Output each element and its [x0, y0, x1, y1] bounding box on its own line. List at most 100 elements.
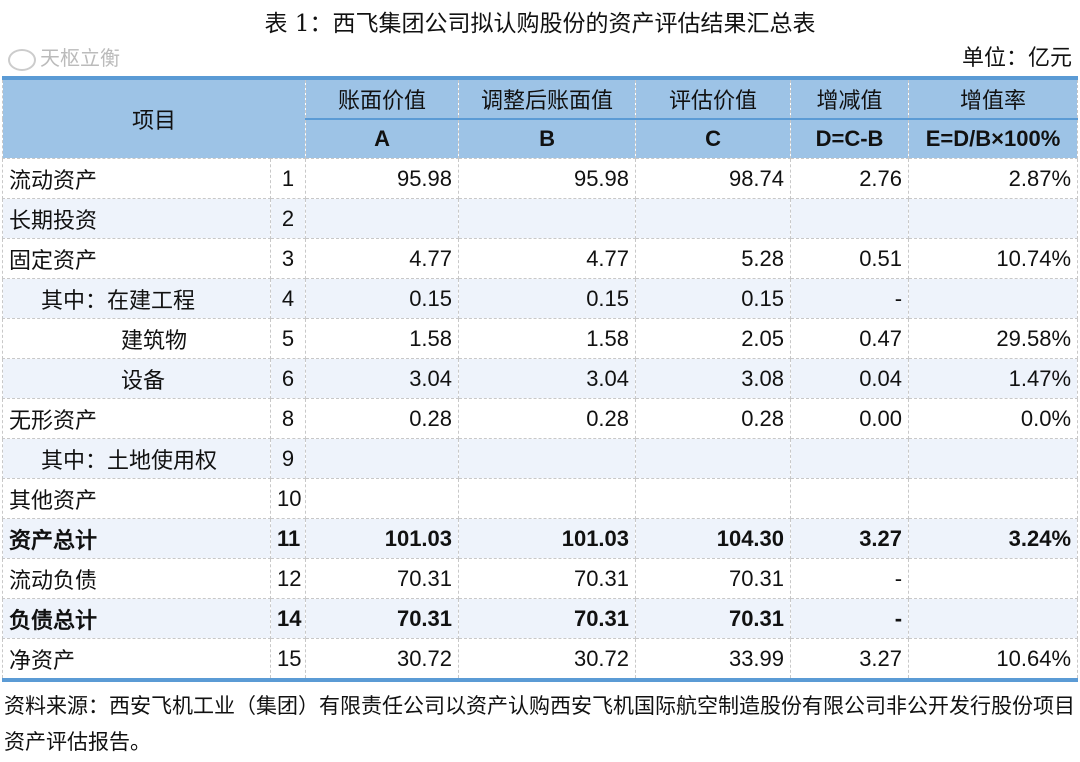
wechat-icon [8, 48, 36, 71]
row-number: 9 [269, 438, 307, 479]
row-number: 8 [269, 398, 307, 439]
change-value [790, 478, 910, 519]
adjusted-book-value [458, 438, 637, 479]
source-note: 资料来源：西安飞机工业（集团）有限责任公司以资产认购西安飞机国际航空制造股份有限… [4, 694, 1075, 754]
header-change: 增减值 [790, 77, 910, 120]
change-rate [908, 438, 1079, 479]
row-name: 设备 [2, 358, 271, 399]
adjusted-book-value: 1.58 [458, 318, 637, 359]
appraised-value: 98.74 [635, 158, 792, 199]
adjusted-book-value: 3.04 [458, 358, 637, 399]
change-rate [908, 278, 1079, 319]
adjusted-book-value: 70.31 [458, 558, 637, 599]
appraised-value: 0.15 [635, 278, 792, 319]
change-rate: 10.64% [908, 638, 1079, 681]
book-value: 95.98 [305, 158, 460, 199]
row-number: 11 [269, 518, 307, 559]
book-value: 1.58 [305, 318, 460, 359]
header-item: 项目 [1, 77, 307, 159]
table-row: 建筑物 5 1.58 1.58 2.05 0.47 29.58% [2, 318, 1079, 359]
row-name: 无形资产 [2, 398, 271, 439]
row-number: 2 [269, 198, 307, 239]
header-code-b: B [458, 118, 637, 159]
row-number: 10 [269, 478, 307, 519]
adjusted-book-value: 95.98 [458, 158, 637, 199]
unit-label: 单位：亿元 [961, 46, 1072, 71]
change-value: 2.76 [790, 158, 910, 199]
appraised-value: 70.31 [635, 558, 792, 599]
change-rate [908, 478, 1079, 519]
change-rate: 10.74% [908, 238, 1079, 279]
table-row: 流动负债 12 70.31 70.31 70.31- [2, 558, 1079, 599]
row-number: 1 [269, 158, 307, 199]
appraised-value: 5.28 [635, 238, 792, 279]
row-name: 其他资产 [2, 478, 271, 519]
row-name: 其中：土地使用权 [2, 438, 271, 479]
change-value: 0.00 [790, 398, 910, 439]
book-value: 0.15 [305, 278, 460, 319]
appraised-value [635, 478, 792, 519]
row-name: 其中：在建工程 [2, 278, 271, 319]
row-number: 5 [269, 318, 307, 359]
row-number: 15 [269, 638, 307, 681]
header-appraised-value: 评估价值 [635, 77, 792, 120]
header-change-rate: 增值率 [908, 77, 1079, 120]
header-code-a: A [305, 118, 460, 159]
change-rate: 3.24% [908, 518, 1079, 559]
adjusted-book-value: 4.77 [458, 238, 637, 279]
header-adjusted-book-value: 调整后账面值 [458, 77, 637, 120]
adjusted-book-value: 70.31 [458, 598, 637, 639]
table-row: 其他资产 10 [2, 478, 1079, 519]
table-row: 其中：土地使用权 9 [2, 438, 1079, 479]
adjusted-book-value [458, 478, 637, 519]
row-name: 净资产 [2, 638, 271, 681]
change-value [790, 198, 910, 239]
book-value: 0.28 [305, 398, 460, 439]
header-code-c: C [635, 118, 792, 159]
row-number: 12 [269, 558, 307, 599]
row-number: 4 [269, 278, 307, 319]
table-row: 其中：在建工程 4 0.15 0.15 0.15- [2, 278, 1079, 319]
change-value [790, 438, 910, 479]
appraised-value [635, 198, 792, 239]
appraised-value: 3.08 [635, 358, 792, 399]
asset-valuation-table: 项目 账面价值 调整后账面值 评估价值 增减值 增值率 A B C D=C-B … [1, 76, 1079, 682]
row-name: 流动资产 [2, 158, 271, 199]
row-name: 资产总计 [2, 518, 271, 559]
row-name: 建筑物 [2, 318, 271, 359]
table-row: 流动资产 1 95.98 95.98 98.74 2.76 2.87% [2, 158, 1079, 199]
book-value [305, 478, 460, 519]
change-value: - [790, 598, 910, 639]
change-value: 3.27 [790, 638, 910, 681]
change-value: 0.51 [790, 238, 910, 279]
row-name: 固定资产 [2, 238, 271, 279]
book-value: 30.72 [305, 638, 460, 681]
table-row: 净资产 15 30.72 30.72 33.99 3.27 10.64% [2, 638, 1079, 681]
table-row: 设备 6 3.04 3.04 3.08 0.04 1.47% [2, 358, 1079, 399]
appraised-value: 33.99 [635, 638, 792, 681]
row-number: 3 [269, 238, 307, 279]
row-name: 负债总计 [2, 598, 271, 639]
appraised-value: 104.30 [635, 518, 792, 559]
adjusted-book-value: 30.72 [458, 638, 637, 681]
book-value: 70.31 [305, 598, 460, 639]
book-value: 101.03 [305, 518, 460, 559]
book-value: 4.77 [305, 238, 460, 279]
table-title: 表 1：西飞集团公司拟认购股份的资产评估结果汇总表 [264, 11, 816, 37]
header-code-e: E=D/B×100% [908, 118, 1079, 159]
table-row: 无形资产 8 0.28 0.28 0.28 0.00 0.0% [2, 398, 1079, 439]
book-value [305, 438, 460, 479]
change-value: - [790, 558, 910, 599]
change-value: 3.27 [790, 518, 910, 559]
table-row: 固定资产 3 4.77 4.77 5.28 0.51 10.74% [2, 238, 1079, 279]
row-number: 6 [269, 358, 307, 399]
appraised-value: 2.05 [635, 318, 792, 359]
change-rate: 0.0% [908, 398, 1079, 439]
watermark: 天枢立衡 [8, 42, 120, 71]
appraised-value: 0.28 [635, 398, 792, 439]
table-row: 负债总计 14 70.31 70.31 70.31- [2, 598, 1079, 639]
change-rate [908, 598, 1079, 639]
adjusted-book-value: 0.28 [458, 398, 637, 439]
book-value [305, 198, 460, 239]
row-number: 14 [269, 598, 307, 639]
